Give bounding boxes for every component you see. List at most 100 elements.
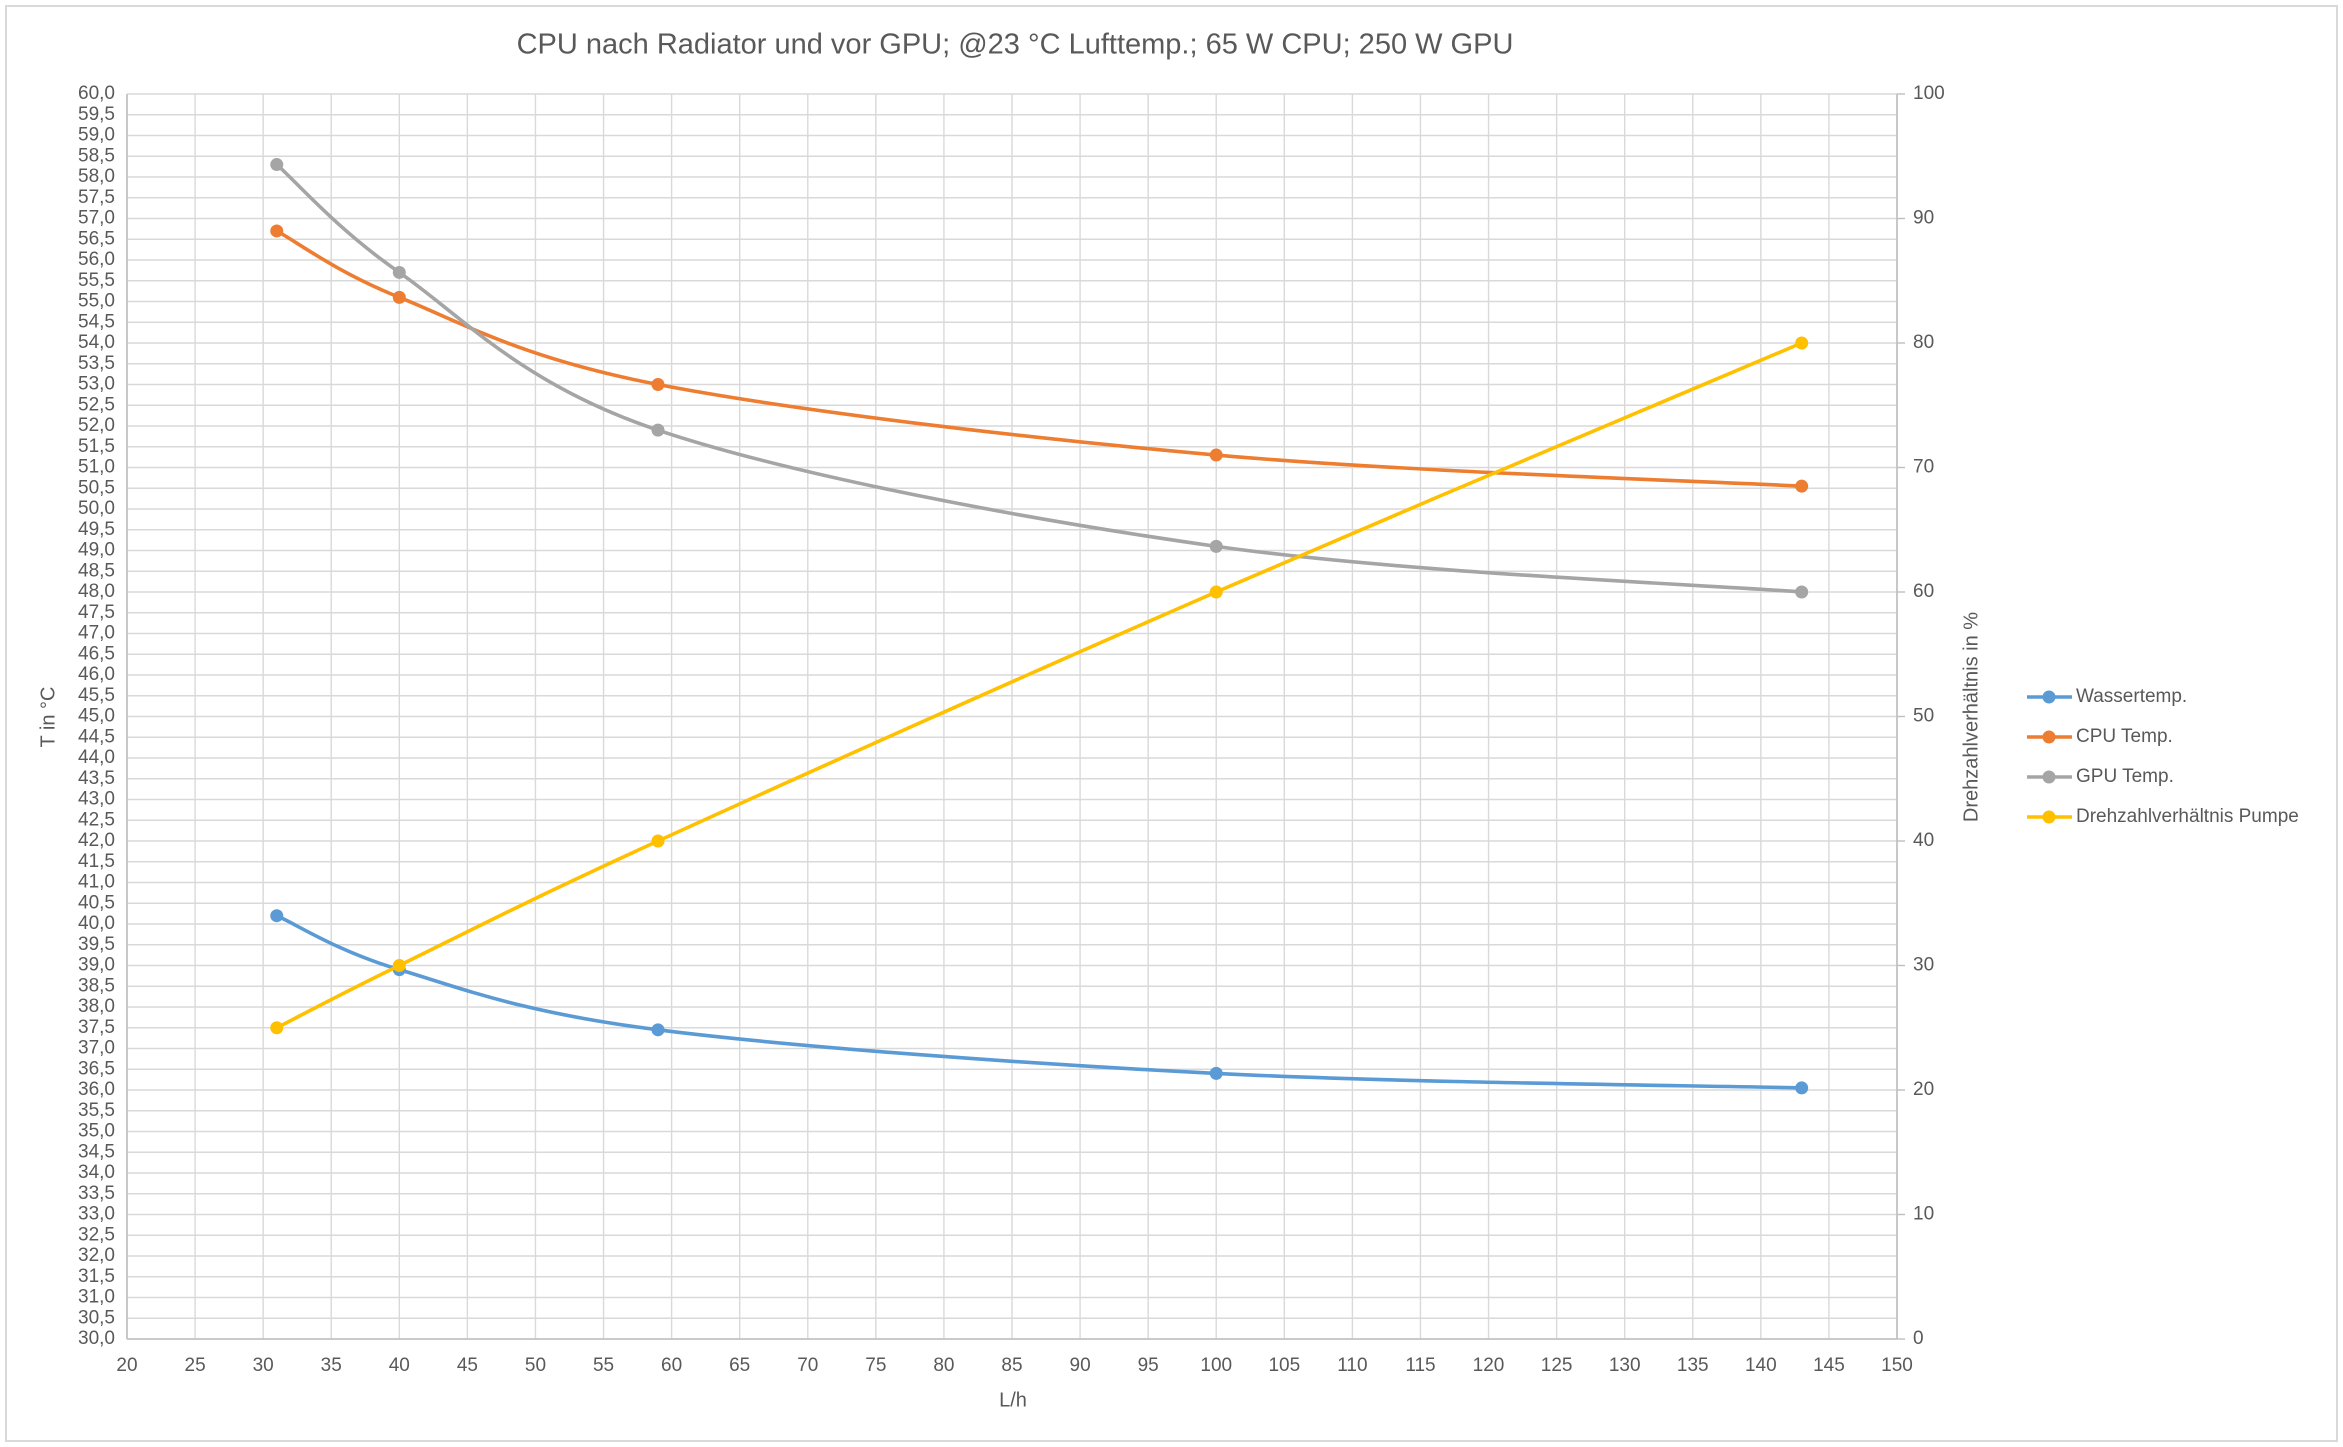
y-tick-label: 39,0 (78, 955, 115, 976)
y-tick-label: 54,5 (78, 311, 115, 332)
data-point (270, 909, 284, 923)
data-point (270, 158, 284, 172)
y2-tick-label: 20 (1913, 1079, 1934, 1100)
y-tick-label: 56,0 (78, 249, 115, 270)
legend-marker (2042, 690, 2056, 704)
y2-tick-label: 40 (1913, 830, 1934, 851)
y-tick-label: 46,5 (78, 643, 115, 664)
x-tick-label: 105 (1268, 1355, 1300, 1376)
x-tick-label: 135 (1677, 1355, 1709, 1376)
y-tick-label: 59,5 (78, 104, 115, 125)
data-point (270, 224, 284, 238)
y-tick-label: 45,0 (78, 706, 115, 727)
y-tick-label: 58,5 (78, 145, 115, 166)
y-tick-label: 48,0 (78, 581, 115, 602)
y-tick-label: 35,5 (78, 1100, 115, 1121)
legend-label: Drehzahlverhältnis Pumpe (2076, 806, 2299, 827)
y-tick-label: 42,5 (78, 809, 115, 830)
y-tick-label: 34,5 (78, 1141, 115, 1162)
y2-axis-title: Drehzahlverhältnis in % (1960, 612, 1982, 822)
y-tick-label: 36,5 (78, 1058, 115, 1079)
x-tick-label: 90 (1070, 1355, 1091, 1376)
y-tick-label: 57,0 (78, 208, 115, 229)
data-point (392, 290, 406, 304)
data-point (651, 834, 665, 848)
y-tick-label: 43,0 (78, 789, 115, 810)
y-tick-label: 52,0 (78, 415, 115, 436)
legend-marker (2042, 770, 2056, 784)
data-point (392, 959, 406, 972)
y-tick-label: 32,5 (78, 1224, 115, 1245)
y-tick-label: 46,0 (78, 664, 115, 685)
y-tick-label: 33,0 (78, 1204, 115, 1225)
y-tick-label: 31,5 (78, 1266, 115, 1287)
data-point (392, 265, 406, 279)
x-axis-title: L/h (999, 1389, 1027, 1411)
data-point (651, 423, 665, 437)
x-tick-label: 75 (865, 1355, 886, 1376)
x-tick-label: 35 (321, 1355, 342, 1376)
y-tick-label: 56,5 (78, 228, 115, 249)
y-tick-label: 37,5 (78, 1017, 115, 1038)
y2-tick-label: 100 (1913, 83, 1945, 104)
y-tick-label: 60,0 (78, 83, 115, 104)
chart-area (5, 5, 2338, 1442)
y-tick-label: 36,0 (78, 1079, 115, 1100)
y-tick-label: 38,0 (78, 996, 115, 1017)
x-tick-label: 95 (1138, 1355, 1159, 1376)
x-tick-label: 120 (1473, 1355, 1505, 1376)
y-tick-label: 53,0 (78, 374, 115, 395)
data-point (1209, 585, 1223, 599)
y-tick-label: 55,5 (78, 270, 115, 291)
y-axis-title: T in °C (37, 687, 59, 748)
y-tick-label: 38,5 (78, 975, 115, 996)
data-point (1795, 1081, 1809, 1095)
y-tick-label: 50,5 (78, 477, 115, 498)
y-tick-label: 41,0 (78, 872, 115, 893)
y2-tick-label: 90 (1913, 208, 1934, 229)
x-tick-label: 55 (593, 1355, 614, 1376)
y-tick-label: 35,0 (78, 1121, 115, 1142)
y-tick-label: 49,5 (78, 519, 115, 540)
y-tick-label: 55,0 (78, 291, 115, 312)
y-tick-label: 51,0 (78, 457, 115, 478)
y-tick-label: 44,0 (78, 747, 115, 768)
data-point (1209, 448, 1223, 462)
x-tick-label: 140 (1745, 1355, 1777, 1376)
y-tick-label: 37,0 (78, 1038, 115, 1059)
y-tick-label: 58,0 (78, 166, 115, 187)
x-tick-label: 30 (253, 1355, 274, 1376)
legend-marker (2042, 810, 2056, 824)
y-tick-label: 47,0 (78, 623, 115, 644)
data-point (651, 1023, 665, 1037)
data-point (270, 1021, 284, 1035)
x-tick-label: 50 (525, 1355, 546, 1376)
x-tick-label: 80 (933, 1355, 954, 1376)
y-tick-label: 48,5 (78, 560, 115, 581)
y2-tick-label: 10 (1913, 1204, 1934, 1225)
y-tick-label: 52,5 (78, 394, 115, 415)
x-tick-label: 40 (389, 1355, 410, 1376)
y-tick-label: 43,5 (78, 768, 115, 789)
data-point (1795, 479, 1809, 493)
y-tick-label: 40,5 (78, 892, 115, 913)
y-tick-label: 47,5 (78, 602, 115, 623)
y-tick-label: 41,5 (78, 851, 115, 872)
y-tick-label: 39,5 (78, 934, 115, 955)
x-tick-label: 45 (457, 1355, 478, 1376)
y2-tick-label: 70 (1913, 457, 1934, 478)
x-tick-label: 65 (729, 1355, 750, 1376)
y2-tick-label: 60 (1913, 581, 1934, 602)
legend-label: Wassertemp. (2076, 686, 2187, 707)
data-point (1209, 539, 1223, 553)
x-tick-label: 85 (1001, 1355, 1022, 1376)
x-tick-label: 70 (797, 1355, 818, 1376)
x-tick-label: 110 (1337, 1355, 1367, 1376)
data-point (1209, 1066, 1223, 1080)
y-tick-label: 54,0 (78, 332, 115, 353)
y2-tick-label: 50 (1913, 706, 1934, 727)
y-tick-label: 49,0 (78, 540, 115, 561)
chart-title: CPU nach Radiator und vor GPU; @23 °C Lu… (517, 29, 1514, 61)
x-tick-label: 115 (1405, 1355, 1435, 1376)
data-point (651, 378, 665, 391)
